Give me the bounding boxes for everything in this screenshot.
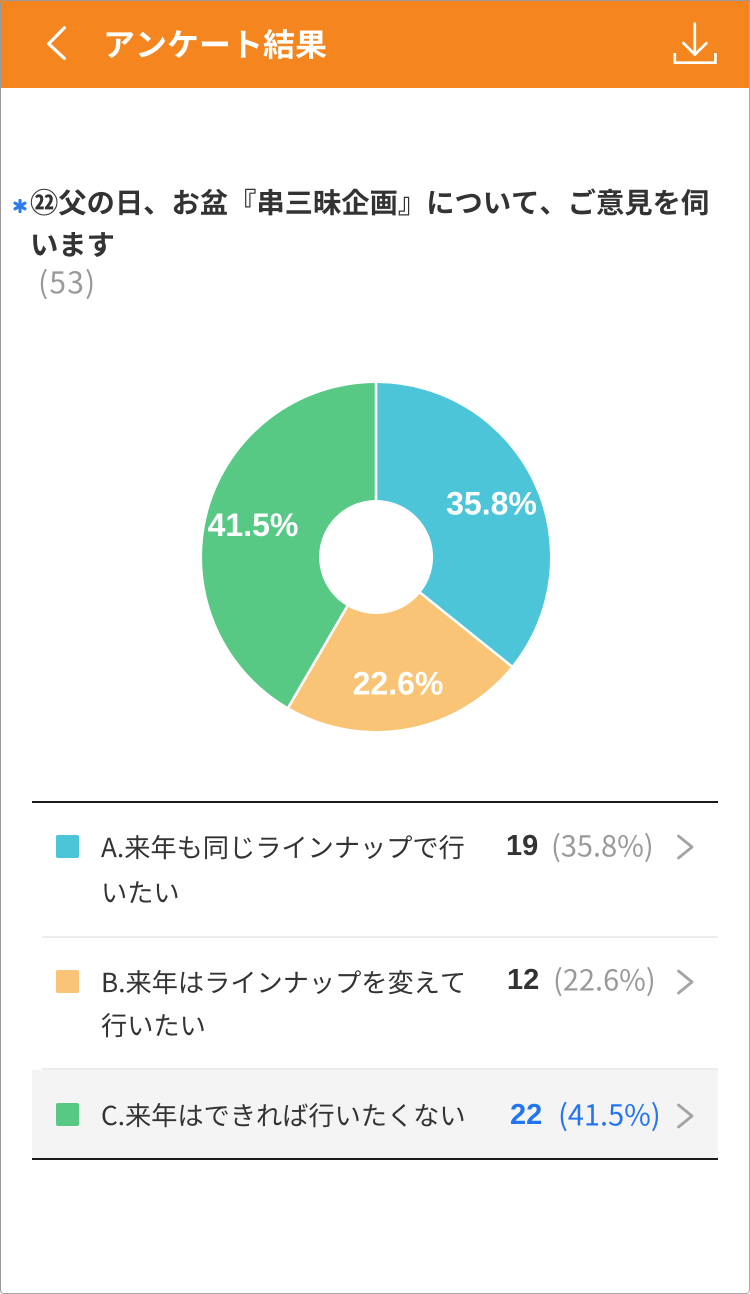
svg-text:41.5%: 41.5% — [208, 507, 299, 543]
svg-text:22.6%: 22.6% — [353, 666, 444, 702]
svg-text:35.8%: 35.8% — [446, 486, 537, 522]
